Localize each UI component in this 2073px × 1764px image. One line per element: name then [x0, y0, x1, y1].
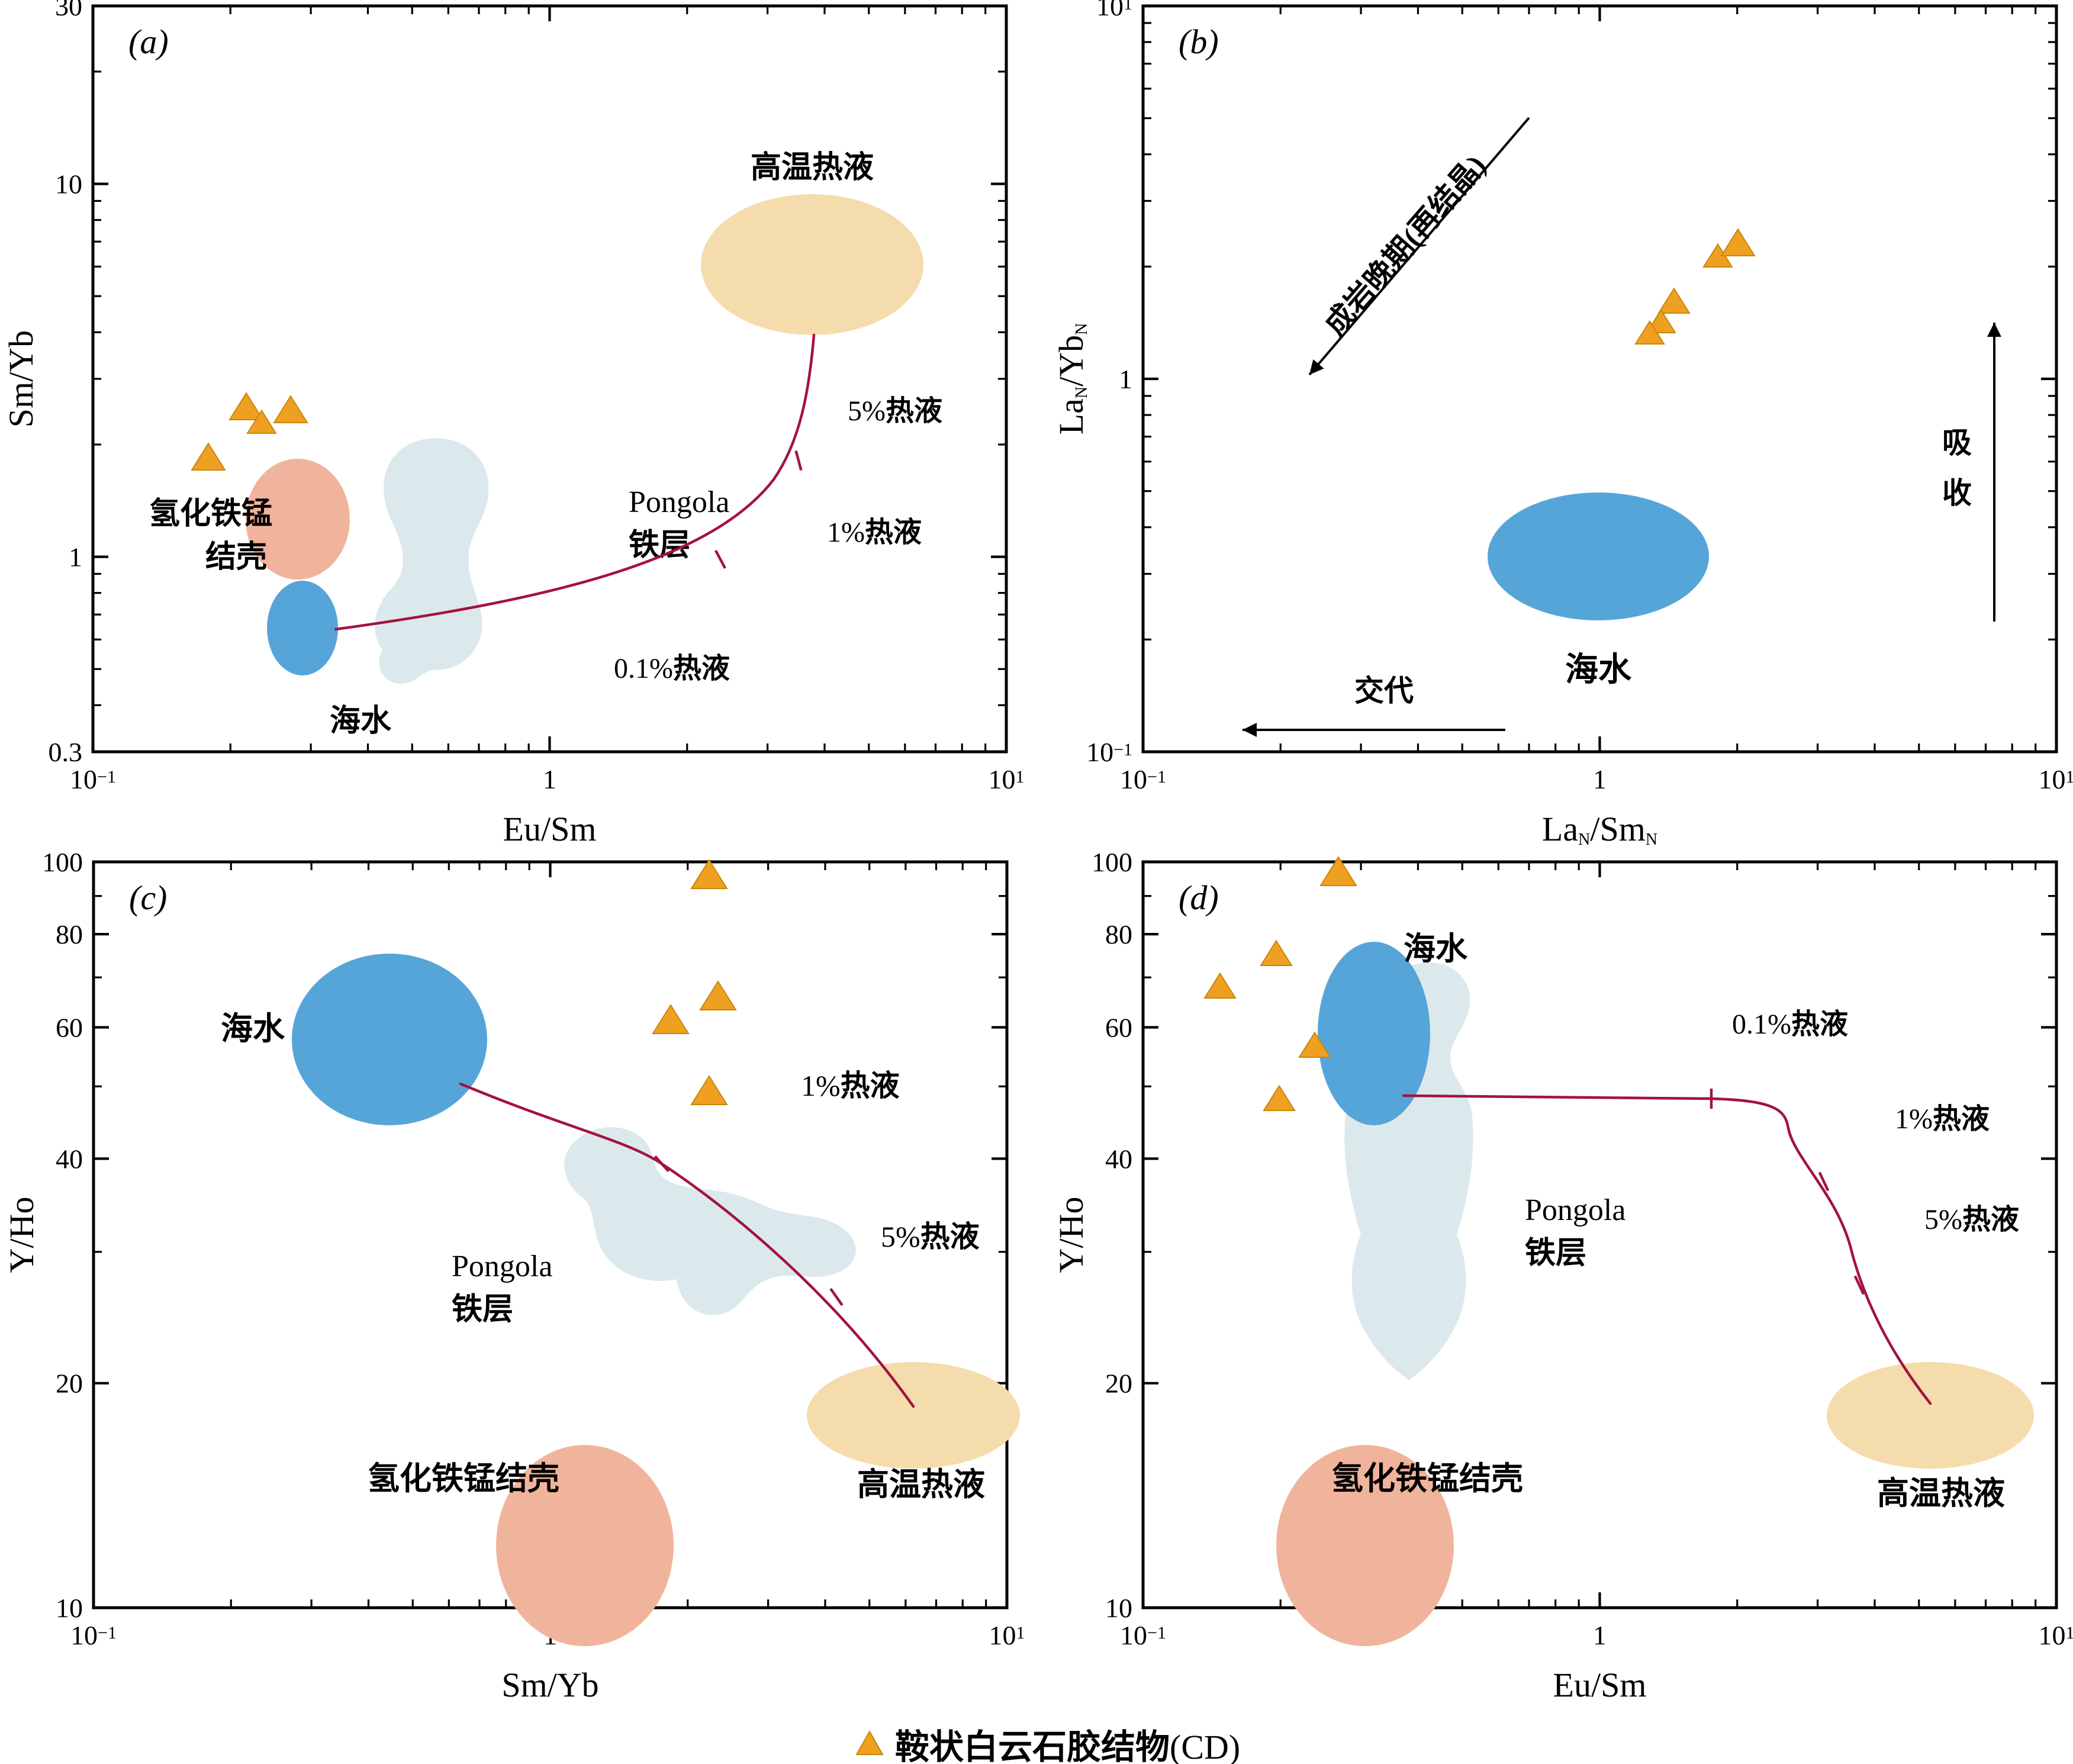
svg-text:鞍状白云石胶结物(CD): 鞍状白云石胶结物(CD) [895, 1728, 1240, 1764]
